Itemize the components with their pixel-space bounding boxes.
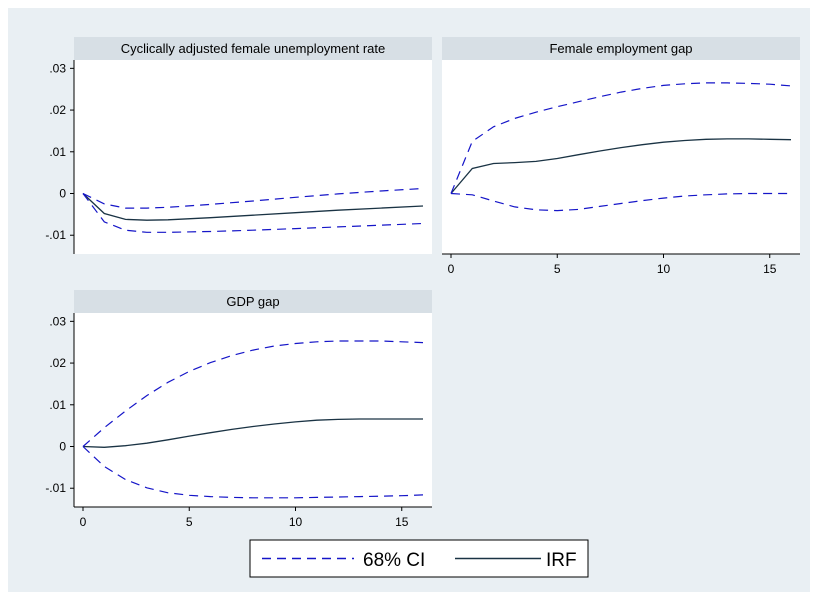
y-tick-label: .02 [49,356,66,370]
irf-line [82,418,423,448]
x-tick-label: 15 [395,515,409,529]
irf-line [450,138,792,194]
panel-title-strip [74,37,432,60]
y-tick-label: -.01 [45,228,66,242]
x-tick-label: 5 [186,515,193,529]
x-tick-label: 15 [763,262,777,276]
panel-title: Cyclically adjusted female unemployment … [121,41,385,56]
y-tick-label: 0 [59,440,66,454]
y-tick-label: 0 [59,187,66,201]
y-tick-label: -.01 [45,481,66,495]
panel-title-strip [442,37,800,60]
plot-area [74,60,432,254]
y-tick-label: .03 [49,61,66,75]
ci-band-line [82,446,424,499]
legend-label-ci: 68% CI [363,550,425,571]
plot-area [442,60,800,254]
panel-title: GDP gap [226,294,279,309]
x-tick-label: 5 [554,262,561,276]
x-tick-label: 10 [289,515,303,529]
panel-1: Cyclically adjusted female unemployment … [45,37,432,254]
ci-band-line [82,340,424,447]
ci-band-line [450,82,792,194]
panel-title: Female employment gap [549,41,692,56]
y-tick-label: .03 [49,314,66,328]
y-tick-label: .01 [49,145,66,159]
x-tick-label: 0 [80,515,87,529]
ci-band-line [82,187,424,209]
panel-2: Female employment gap 0 5 10 15 [442,37,800,276]
ci-band-line [450,192,791,212]
ci-band-line [82,193,424,233]
panel-title-strip [74,290,432,313]
x-tick-label: 10 [657,262,671,276]
irf-line [82,193,424,221]
plot-area [74,313,432,507]
legend-label-irf: IRF [546,550,577,571]
legend: 68% CI IRF [249,539,589,578]
y-tick-label: .02 [49,103,66,117]
panel-3: GDP gap .03 .02 .01 0 -.01 0 5 10 15 [45,290,432,529]
y-tick-label: .01 [49,398,66,412]
x-tick-label: 0 [448,262,455,276]
